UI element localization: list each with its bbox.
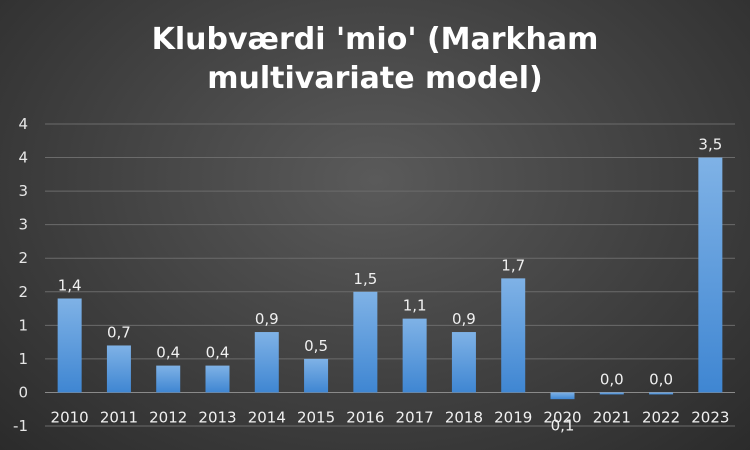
bar [698,157,723,393]
data-label: 0,0 [600,370,624,388]
bar [254,332,279,393]
y-tick-label: 3 [18,182,28,200]
data-label: 1,5 [353,270,377,288]
x-axis-label: 2015 [297,408,335,426]
bar [57,298,82,393]
bar [353,291,378,393]
y-tick-label: 2 [18,283,28,301]
x-axis-label: 2013 [198,408,236,426]
x-axis-label: 2019 [494,408,532,426]
gridlines [45,123,735,427]
bar [304,358,329,393]
chart-title-line-1: Klubværdi 'mio' (Markham [151,22,599,57]
chart-title-line-2: multivariate model) [207,61,543,96]
x-axis-label: 2020 [543,408,581,426]
y-axis-tick-labels: -1 0 1 1 2 2 3 3 4 4 [13,115,28,435]
data-label: 0,9 [255,310,279,328]
bar [106,345,131,393]
bar [550,392,575,400]
data-label: 1,7 [501,256,525,274]
x-axis-label: 2016 [346,408,384,426]
bar [451,332,476,393]
y-tick-label: -1 [13,417,28,435]
bars [57,157,723,400]
bar [501,278,526,393]
x-axis-label: 2022 [642,408,680,426]
data-label: 1,1 [403,297,427,315]
bar [156,365,181,393]
x-axis-label: 2012 [149,408,187,426]
x-axis-labels: 2010 2011 2012 2013 2014 2015 2016 2017 2018 2019… [51,408,730,426]
y-tick-label: 1 [18,316,28,334]
chart-title: Klubværdi 'mio' (Markham multivariate mo… [0,20,750,98]
data-label: 0,1 [551,416,575,434]
data-label: 0,5 [304,337,328,355]
x-axis-label: 2010 [51,408,89,426]
data-label: 1,4 [58,276,82,294]
data-label: 0,9 [452,310,476,328]
bar [205,365,230,393]
data-label: 0,4 [156,344,180,362]
y-tick-label: 0 [18,383,28,401]
y-tick-label: 2 [18,249,28,267]
x-axis-label: 2017 [396,408,434,426]
data-label: 0,4 [206,344,230,362]
bar [649,392,674,395]
x-axis-label: 2021 [593,408,631,426]
data-label: 0,0 [649,370,673,388]
y-tick-label: 3 [18,216,28,234]
data-label: 0,7 [107,323,131,341]
y-tick-label: 1 [18,350,28,368]
x-axis-label: 2011 [100,408,138,426]
data-label: 3,5 [698,136,722,154]
x-axis-label: 2014 [248,408,286,426]
data-labels: 1,4 0,7 0,4 0,4 0,9 0,5 1,5 1,1 0,9 1,7 0,1 0,0 0,0 3… [58,136,723,435]
bar [599,392,624,395]
y-tick-label: 4 [18,115,28,133]
x-axis-label: 2018 [445,408,483,426]
bar [402,318,427,393]
x-axis-label: 2023 [691,408,729,426]
y-tick-label: 4 [18,149,28,167]
